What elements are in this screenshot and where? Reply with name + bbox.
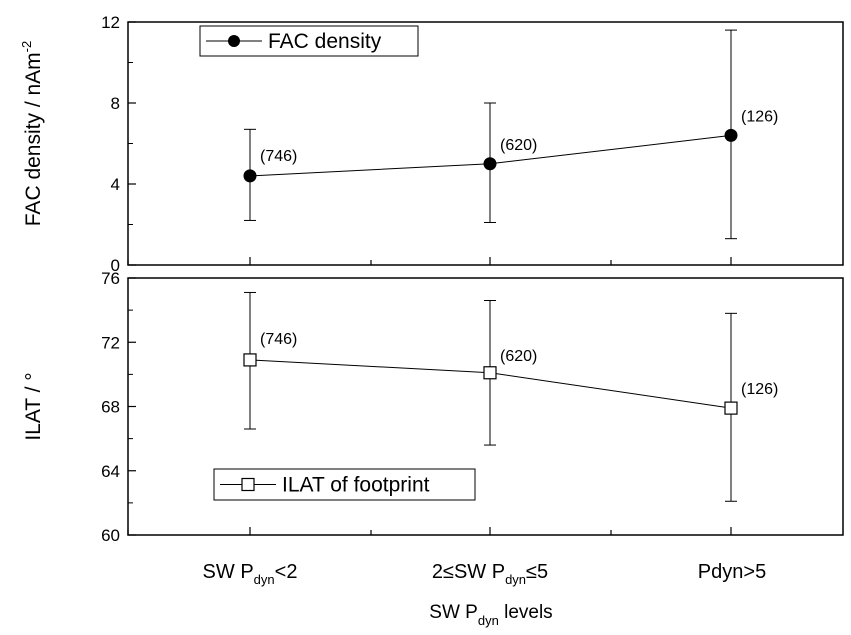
top-y-tick-label: 4: [111, 175, 120, 194]
top-legend: FAC density: [199, 25, 419, 57]
bottom-y-axis-label: ILAT / °: [22, 372, 45, 440]
x-tick-label-3: Pdyn>5: [698, 561, 766, 583]
top-legend-label: FAC density: [268, 30, 382, 53]
x-tick-label-2: 2≤SW Pdyn≤5: [432, 561, 548, 587]
top-panel: 0 4 8 12 FAC density / nAm-2 (746) (620) (126) F…: [19, 13, 844, 275]
top-count-label: (620): [500, 137, 537, 154]
top-count-label: (746): [260, 148, 297, 165]
top-data-point: [483, 157, 497, 171]
top-y-tick-label: 8: [111, 94, 120, 113]
bottom-count-label: (620): [500, 348, 537, 365]
top-count-label: (126): [741, 108, 778, 125]
bottom-y-tick-label: 60: [101, 526, 120, 545]
bottom-y-tick-label: 68: [101, 398, 120, 417]
bottom-legend-marker: [241, 477, 255, 492]
bottom-legend: ILAT of footprint: [213, 468, 476, 501]
bottom-y-tick-label: 72: [101, 333, 120, 352]
bottom-data-point: [243, 353, 257, 367]
top-data-point: [243, 169, 257, 183]
top-legend-marker: [228, 35, 240, 47]
bottom-data-point: [724, 401, 738, 415]
top-plot-frame: [127, 21, 844, 266]
bottom-y-tick-label: 76: [101, 269, 120, 288]
bottom-data-point: [483, 366, 497, 380]
x-axis: SW Pdyn<2 2≤SW Pdyn≤5 Pdyn>5 SW Pdyn lev…: [203, 561, 767, 628]
bottom-y-tick-label: 64: [101, 462, 120, 481]
top-y-axis-label: FAC density / nAm-2: [19, 41, 45, 226]
top-y-tick-label: 0: [111, 256, 120, 275]
bottom-panel: 60 64 68 72 76 ILAT / ° (746) (620) (126) ILAT of…: [22, 269, 844, 545]
chart-panels: 0 4 8 12 FAC density / nAm-2 (746) (620) (126) F…: [19, 13, 844, 545]
bottom-count-label: (126): [741, 381, 778, 398]
x-axis-label: SW Pdyn levels: [429, 602, 552, 628]
bottom-count-label: (746): [260, 331, 297, 348]
top-y-tick-label: 12: [101, 13, 120, 32]
top-data-point: [724, 128, 738, 142]
x-tick-label-1: SW Pdyn<2: [203, 561, 298, 587]
bottom-legend-label: ILAT of footprint: [282, 474, 430, 497]
